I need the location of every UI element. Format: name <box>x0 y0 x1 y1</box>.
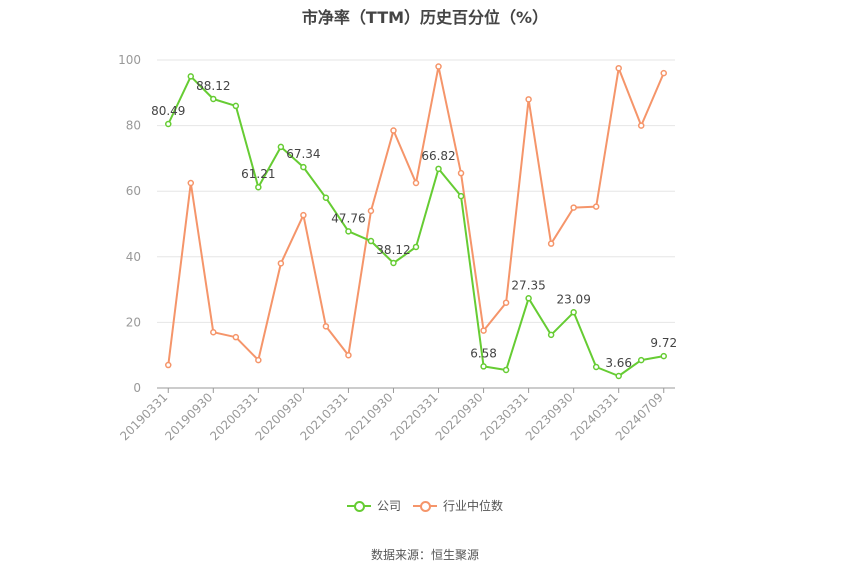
x-tick-label: 20200930 <box>252 390 305 443</box>
data-point <box>525 96 532 103</box>
data-point <box>615 372 622 380</box>
data-label: 67.34 <box>286 147 320 161</box>
data-point <box>457 192 465 200</box>
x-tick-label: 20230331 <box>478 390 531 443</box>
data-point <box>592 203 600 210</box>
legend-item[interactable]: 公司 <box>346 497 401 514</box>
y-tick-label: 80 <box>126 119 141 133</box>
data-point <box>435 63 442 70</box>
data-point <box>367 237 375 245</box>
series-line <box>167 65 665 366</box>
data-point <box>570 309 577 316</box>
x-tick-label: 20230930 <box>523 390 576 443</box>
data-point <box>300 163 307 171</box>
data-labels: 80.49 88.12 61.21 67.34 47.76 38.12 66.82 6.58 2… <box>151 79 677 370</box>
data-label: 47.76 <box>331 211 365 225</box>
x-tick-label: 20220331 <box>388 390 441 443</box>
data-point <box>390 127 397 134</box>
data-point <box>165 361 172 369</box>
data-label: 23.09 <box>556 292 590 306</box>
data-point <box>232 102 240 110</box>
data-point <box>660 69 667 77</box>
legend-label: 公司 <box>376 499 401 513</box>
data-point <box>525 295 532 302</box>
chart-title: 市净率（TTM）历史百分位（%） <box>301 8 549 27</box>
data-point <box>187 73 195 80</box>
legend-item[interactable]: 行业中位数 <box>413 497 503 514</box>
x-tick-label: 20190930 <box>162 390 215 443</box>
data-point <box>570 204 577 211</box>
y-tick-label: 20 <box>126 315 141 329</box>
data-point <box>322 194 330 202</box>
data-point <box>435 165 442 173</box>
legend-swatch <box>346 500 371 512</box>
legend-label: 行业中位数 <box>443 499 504 513</box>
data-point <box>592 363 600 371</box>
data-point <box>390 259 397 267</box>
data-point <box>210 328 217 336</box>
data-point <box>210 95 217 103</box>
series-points <box>165 63 667 380</box>
data-label: 9.72 <box>650 336 677 350</box>
data-point <box>502 299 510 306</box>
data-label: 66.82 <box>421 149 455 163</box>
data-point <box>412 179 420 187</box>
x-tick-label: 20240331 <box>568 390 621 443</box>
x-tick-label: 20190331 <box>117 390 170 443</box>
x-tick-label: 20210331 <box>297 390 350 443</box>
y-tick-label: 40 <box>126 250 141 264</box>
x-tick-label: 20200331 <box>207 390 260 443</box>
x-tick-label: 20210930 <box>343 390 396 443</box>
y-tick-label: 100 <box>118 53 141 67</box>
source-text: 数据来源：恒生聚源 <box>370 548 479 562</box>
data-label: 6.58 <box>470 346 497 360</box>
data-point <box>480 327 487 334</box>
data-point <box>345 228 352 235</box>
x-tick-label: 20220930 <box>433 390 486 443</box>
data-point <box>457 169 465 177</box>
data-point <box>187 179 195 187</box>
y-tick-label: 0 <box>133 381 141 395</box>
data-point <box>480 363 487 370</box>
data-point <box>637 122 645 129</box>
legend-swatch <box>413 500 437 512</box>
data-label: 80.49 <box>151 104 185 118</box>
data-point <box>300 211 307 219</box>
data-point <box>277 143 285 151</box>
data-label: 27.35 <box>511 278 545 292</box>
data-point <box>165 120 172 128</box>
data-point <box>255 183 262 191</box>
data-label: 3.66 <box>605 356 632 370</box>
grid-lines <box>157 59 675 323</box>
data-label: 38.12 <box>376 243 410 257</box>
data-point <box>367 207 375 215</box>
data-point <box>502 366 510 374</box>
data-point <box>547 331 555 339</box>
data-point <box>232 333 240 341</box>
x-tick-label: 20240709 <box>613 390 666 443</box>
y-tick-label: 60 <box>126 184 141 198</box>
series-line <box>167 75 664 377</box>
data-point <box>615 64 622 72</box>
data-point <box>345 351 352 359</box>
data-point <box>412 243 420 251</box>
data-point <box>547 240 555 247</box>
data-point <box>660 352 667 360</box>
data-label: 88.12 <box>196 79 230 93</box>
data-point <box>322 323 330 330</box>
data-label: 61.21 <box>241 167 275 181</box>
data-point <box>277 260 285 267</box>
data-point <box>255 356 262 364</box>
legend: 公司 行业中位数 <box>0 497 850 515</box>
series-lines <box>167 65 665 377</box>
data-point <box>637 356 645 364</box>
